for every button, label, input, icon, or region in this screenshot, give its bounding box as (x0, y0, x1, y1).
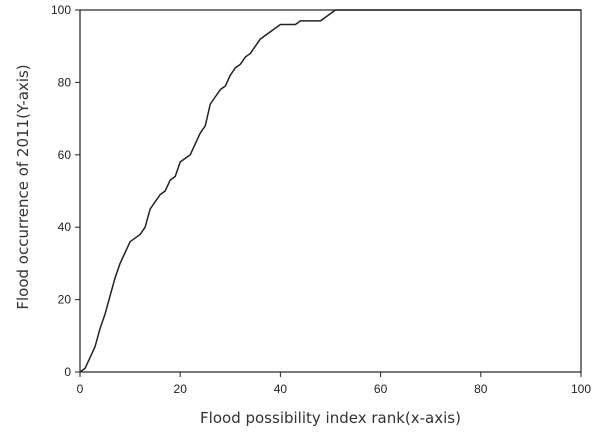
y-tick-label: 60 (58, 148, 72, 162)
y-tick-label: 100 (51, 3, 71, 17)
x-tick-label: 20 (174, 382, 188, 396)
plot-frame (79, 9, 582, 373)
y-axis-title: Flood occurrence of 2011(Y-axis) (14, 64, 32, 309)
x-tick-label: 100 (571, 382, 591, 396)
y-axis-ticks: 0 20 40 60 80 100 (51, 3, 80, 379)
series-line (79, 9, 581, 373)
x-axis-title: Flood possibility index rank(x-axis) (200, 409, 461, 427)
y-tick-label: 20 (58, 293, 72, 307)
y-tick-label: 0 (64, 365, 71, 379)
x-tick-label: 0 (77, 382, 84, 396)
y-tick-label: 40 (58, 220, 72, 234)
y-tick-label: 80 (58, 75, 72, 89)
x-tick-label: 40 (274, 382, 288, 396)
x-tick-label: 60 (374, 382, 388, 396)
x-tick-label: 80 (474, 382, 488, 396)
x-axis-ticks: 0 20 40 60 80 100 (77, 372, 591, 396)
